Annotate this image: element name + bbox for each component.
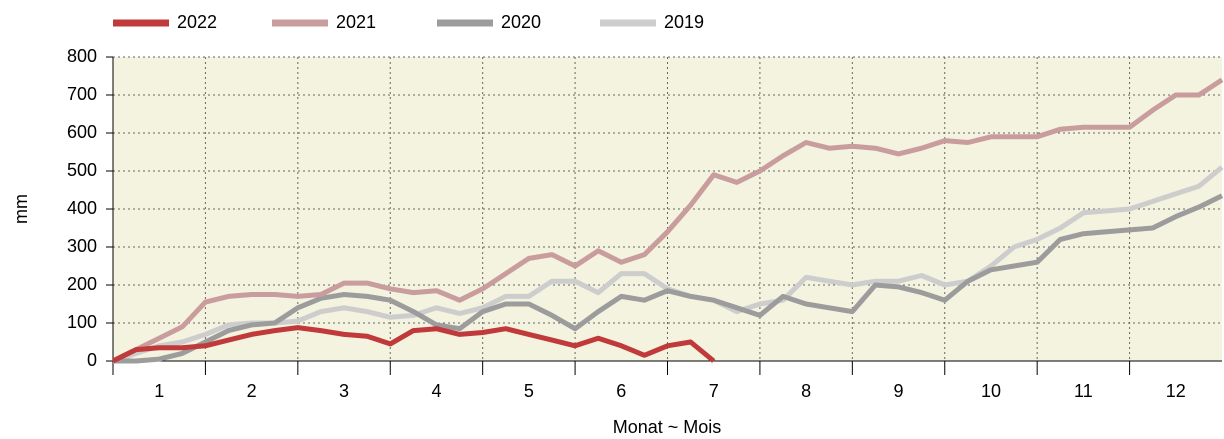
y-tick-label: 600 bbox=[67, 122, 97, 142]
legend-label: 2021 bbox=[336, 12, 376, 32]
x-tick-label: 3 bbox=[339, 381, 349, 401]
x-tick-label: 5 bbox=[524, 381, 534, 401]
x-tick-label: 11 bbox=[1074, 381, 1093, 401]
y-tick-label: 500 bbox=[67, 160, 97, 180]
x-tick-label: 12 bbox=[1166, 381, 1186, 401]
y-tick-label: 200 bbox=[67, 274, 97, 294]
y-axis-label: mm bbox=[11, 194, 31, 224]
y-tick-label: 0 bbox=[87, 350, 97, 370]
x-tick-label: 2 bbox=[247, 381, 257, 401]
legend-label: 2022 bbox=[177, 12, 217, 32]
legend-label: 2020 bbox=[501, 12, 541, 32]
series-line bbox=[111, 325, 716, 364]
y-tick-label: 300 bbox=[67, 236, 97, 256]
y-tick-label: 400 bbox=[67, 198, 97, 218]
x-tick-label: 8 bbox=[801, 381, 811, 401]
series-line bbox=[113, 193, 1224, 364]
series-line bbox=[111, 77, 1224, 364]
x-tick-label: 4 bbox=[431, 381, 441, 401]
x-tick-label: 6 bbox=[616, 381, 626, 401]
x-tick-label: 9 bbox=[894, 381, 904, 401]
x-tick-label: 10 bbox=[981, 381, 1001, 401]
x-tick-label: 1 bbox=[154, 381, 164, 401]
legend-label: 2019 bbox=[664, 12, 704, 32]
y-tick-label: 800 bbox=[67, 46, 97, 66]
x-tick-label: 7 bbox=[709, 381, 719, 401]
y-tick-label: 100 bbox=[67, 312, 97, 332]
y-tick-label: 700 bbox=[67, 84, 97, 104]
x-axis-label: Monat ~ Mois bbox=[613, 417, 722, 437]
